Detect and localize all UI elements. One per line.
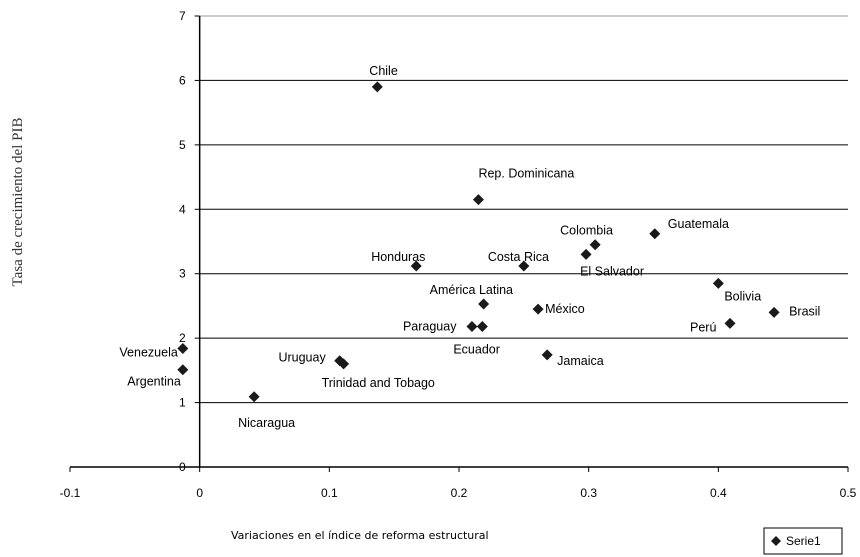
point-label: Uruguay [278,351,326,365]
data-point-trinidad-and-tobago [338,358,350,370]
x-tick-labels: -0.1 0 0.1 0.2 0.3 0.4 0.5 [60,486,857,500]
legend-label: Serie1 [786,534,821,548]
grid-lines [199,15,848,404]
data-point-bolivia [712,277,724,289]
point-label: Chile [369,64,398,78]
point-label: Ecuador [453,343,500,357]
x-tick-label: 0 [196,486,203,500]
legend: Serie1 [763,527,843,555]
point-label: Bolivia [724,289,761,303]
data-point-jamaica [541,349,553,361]
y-axis-title: Tasa de crecimiento del PIB [10,118,26,287]
x-tick-label: 0.4 [710,486,727,500]
data-point-el-salvador [580,248,592,260]
data-point-nicaragua [248,391,260,403]
data-point-paraguay [466,321,478,333]
point-label: Colombia [560,224,613,238]
point-label: América Latina [430,283,513,297]
axes [69,15,849,472]
y-tick-label: 4 [179,202,186,216]
point-label: Honduras [371,250,425,264]
point-label: México [545,302,585,316]
y-tick-label: 6 [179,73,186,87]
point-labels: Chile Rep. Dominicana Guatemala Colombia Cos… [119,64,820,430]
point-label: Brasil [789,304,820,318]
data-point-chile [371,81,383,93]
point-label: Perú [690,320,716,334]
y-tick-label: 2 [179,331,186,345]
point-label: Nicaragua [238,416,295,430]
point-label: Rep. Dominicana [478,167,574,181]
point-label: Costa Rica [488,250,549,264]
data-point-rep-dominicana [472,194,484,206]
point-label: Paraguay [403,320,457,334]
point-label: Jamaica [557,354,604,368]
point-label: Guatemala [668,217,729,231]
y-tick-label: 1 [179,396,186,410]
data-point-guatemala [649,228,661,240]
point-label: Trinidad and Tobago [322,376,435,390]
point-label: Argentina [127,375,181,389]
data-point-colombia [589,239,601,251]
legend-marker [771,536,781,546]
data-point-venezuela [177,342,189,354]
x-tick-label: 0.5 [840,486,857,500]
y-tick-label: 3 [179,267,186,281]
data-point-m-xico [532,303,544,315]
data-point-argentina [177,364,189,376]
x-tick-label: -0.1 [60,486,81,500]
y-tick-label: 5 [179,138,186,152]
x-tick-label: 0.2 [451,486,468,500]
data-point-costa-rica [518,260,530,272]
y-tick-label: 7 [179,9,186,23]
data-points [177,81,780,403]
data-point-am-rica-latina [478,298,490,310]
y-tick-label: 0 [179,460,186,474]
x-tick-label: 0.1 [321,486,338,500]
point-label: El Salvador [580,264,644,278]
data-point-per- [724,317,736,329]
data-point-brasil [768,306,780,318]
data-point-honduras [410,260,422,272]
point-label: Venezuela [119,345,177,359]
data-point-ecuador [476,321,488,333]
x-axis-title: Variaciones en el índice de reforma estr… [231,529,489,542]
y-tick-labels: 0 1 2 3 4 5 6 7 [179,9,186,474]
x-tick-label: 0.3 [580,486,597,500]
